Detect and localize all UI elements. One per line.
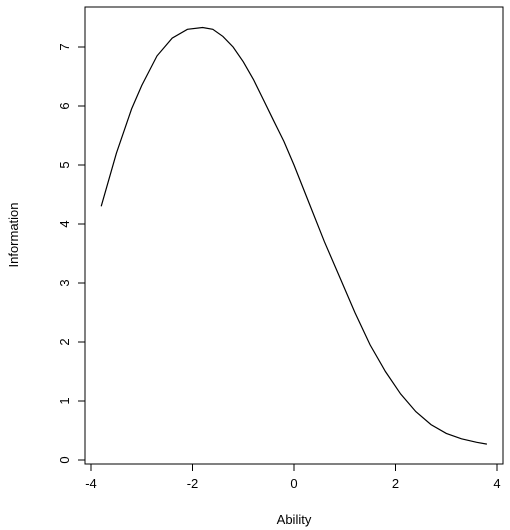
y-tick-label: 7 (57, 43, 72, 50)
y-tick-label: 0 (57, 456, 72, 463)
plot-area-frame (84, 6, 504, 465)
x-tick-label: 0 (290, 476, 297, 491)
x-tick-label: 4 (493, 476, 500, 491)
y-tick-label: 6 (57, 102, 72, 109)
x-axis-title: Ability (277, 512, 312, 527)
x-axis: -4 -2 0 2 4 (85, 463, 501, 491)
information-curve (100, 26, 488, 445)
x-tick-label: 2 (392, 476, 399, 491)
y-axis-title: Information (6, 202, 21, 267)
x-tick-label: -2 (187, 476, 199, 491)
series-layer (100, 26, 488, 445)
y-tick-label: 4 (57, 220, 72, 227)
y-axis: 0 1 2 3 4 5 6 7 (57, 43, 86, 464)
y-tick-label: 3 (57, 279, 72, 286)
x-tick-label: -4 (85, 476, 97, 491)
y-tick-label: 1 (57, 397, 72, 404)
y-tick-label: 2 (57, 338, 72, 345)
y-tick-label: 5 (57, 161, 72, 168)
